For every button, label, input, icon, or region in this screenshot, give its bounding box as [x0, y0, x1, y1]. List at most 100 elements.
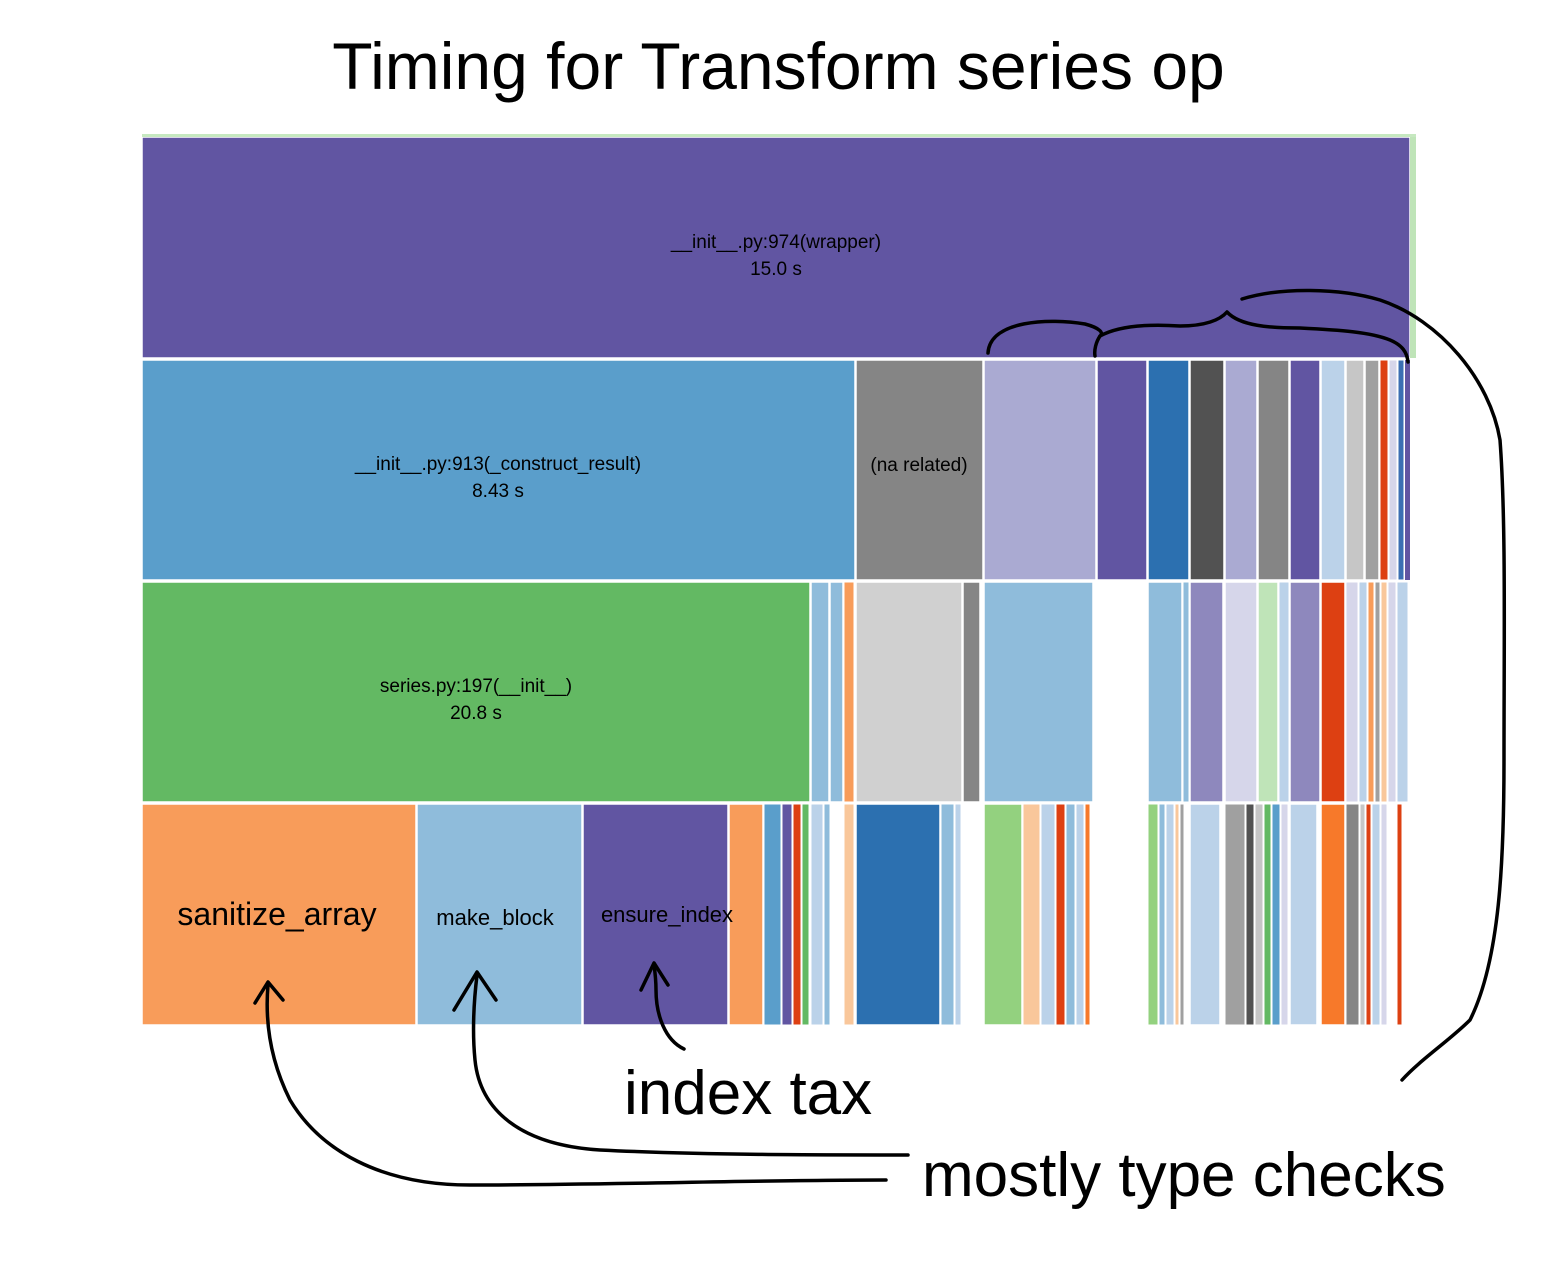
block-r4-green[interactable] — [801, 803, 810, 1026]
block-r4-red-3[interactable] — [1365, 803, 1372, 1026]
block-wrapper-sliver[interactable] — [1410, 137, 1416, 358]
block-r4-lightgray-2[interactable] — [1359, 803, 1366, 1026]
block-r3-lightblue-3[interactable] — [983, 581, 1094, 803]
block-r4-green-3[interactable] — [1147, 803, 1159, 1026]
block-r4-red[interactable] — [792, 803, 802, 1026]
block-r3-pale-3[interactable] — [1387, 581, 1397, 803]
block-r3-tail[interactable] — [1396, 581, 1409, 803]
block-r4-lightblue-5[interactable] — [1158, 803, 1166, 1026]
block-r2-gray-2[interactable] — [1364, 359, 1380, 581]
block-r3-lightblue-5[interactable] — [1182, 581, 1190, 803]
block-r4-pale-7[interactable] — [1380, 803, 1388, 1026]
curve-right-big — [1240, 288, 1507, 1082]
block-r3-mauve-2[interactable] — [1289, 581, 1321, 803]
block-r2-lavender-2[interactable] — [1224, 359, 1258, 581]
block-r4-pale-6[interactable] — [1280, 803, 1289, 1026]
brace-middle — [1098, 310, 1410, 364]
block-r4-gray[interactable] — [1179, 803, 1185, 1026]
block-r2-lavender[interactable] — [983, 359, 1097, 581]
block-r3-lightblue-6[interactable] — [1358, 581, 1368, 803]
block-r3-pale-2[interactable] — [1345, 581, 1359, 803]
block-r4-gray-2[interactable] — [1224, 803, 1246, 1026]
block-wrapper[interactable] — [141, 136, 1411, 359]
block-r4-purple[interactable] — [781, 803, 793, 1026]
block-r4-lightblue[interactable] — [823, 803, 831, 1026]
block-sanitize-array[interactable] — [141, 803, 417, 1026]
block-r3-pale-blue[interactable] — [1278, 581, 1290, 803]
label-series-name: series.py:197(__init__) — [380, 676, 572, 697]
block-r2-gray[interactable] — [1257, 359, 1290, 581]
block-r2-red[interactable] — [1379, 359, 1389, 581]
block-r4-lightblue-4[interactable] — [1065, 803, 1076, 1026]
block-r4-pale-blue-5[interactable] — [1189, 803, 1221, 1026]
block-r4-blue-3[interactable] — [1271, 803, 1281, 1026]
block-r4-pale-blue[interactable] — [810, 803, 824, 1026]
block-r2-purple-2[interactable] — [1289, 359, 1321, 581]
block-r3-gray-2[interactable] — [1374, 581, 1381, 803]
block-r4-pale-blue-3[interactable] — [1075, 803, 1085, 1026]
block-r3-lightgreen[interactable] — [1257, 581, 1279, 803]
block-r3-lightgray[interactable] — [855, 581, 963, 803]
block-r2-blue-2[interactable] — [1397, 359, 1405, 581]
block-r3-peach[interactable] — [1380, 581, 1388, 803]
block-r4-peach-2[interactable] — [1022, 803, 1041, 1026]
label-make-block: make_block — [436, 905, 554, 930]
block-r4-green-2[interactable] — [983, 803, 1023, 1026]
block-r4-lightgray[interactable] — [1254, 803, 1264, 1026]
block-r3-red[interactable] — [1320, 581, 1346, 803]
block-r2-pale-blue[interactable] — [1320, 359, 1346, 581]
label-series-time: 20.8 s — [450, 703, 502, 724]
block-r4-red-4[interactable] — [1396, 803, 1403, 1026]
block-r2-blue[interactable] — [1147, 359, 1190, 581]
arrow-sanitize-shaft — [265, 983, 888, 1187]
block-r4-orange[interactable] — [728, 803, 764, 1026]
block-r4-orange-3[interactable] — [1320, 803, 1346, 1026]
block-series-init[interactable] — [141, 581, 811, 803]
arrow-sanitize-head — [253, 980, 285, 1005]
block-r4-lightblue-3[interactable] — [954, 803, 962, 1026]
block-r4-pale-blue-7[interactable] — [1371, 803, 1381, 1026]
block-r4-blue-2[interactable] — [855, 803, 941, 1026]
block-r4-lightblue-2[interactable] — [940, 803, 955, 1026]
arrow-ensure-index-head — [639, 961, 670, 992]
block-r3-lightblue-2[interactable] — [829, 581, 844, 803]
top-border-line — [142, 134, 1416, 137]
block-r4-pale-blue-4[interactable] — [1165, 803, 1175, 1026]
block-r3-mauve[interactable] — [1189, 581, 1224, 803]
block-r4-blue[interactable] — [763, 803, 782, 1026]
arrow-ensure-index-shaft — [652, 963, 686, 1051]
block-make-block[interactable] — [416, 803, 583, 1026]
block-construct-result[interactable] — [141, 359, 856, 581]
block-r3-lightblue-1[interactable] — [810, 581, 830, 803]
block-r2-purple-1[interactable] — [1096, 359, 1148, 581]
block-na-related[interactable] — [855, 359, 984, 581]
block-r4-green-4[interactable] — [1263, 803, 1272, 1026]
block-r2-darkgray[interactable] — [1189, 359, 1225, 581]
label-wrapper-name: __init__.py:974(wrapper) — [670, 232, 881, 253]
block-r2-lightgray[interactable] — [1345, 359, 1365, 581]
block-r4-peach[interactable] — [843, 803, 855, 1026]
block-r4-peach-3[interactable] — [1174, 803, 1180, 1026]
label-wrapper-time: 15.0 s — [750, 259, 802, 280]
block-r2-pale[interactable] — [1388, 359, 1398, 581]
block-r3-pale[interactable] — [1224, 581, 1258, 803]
block-r2-tail[interactable] — [1405, 360, 1410, 580]
block-r3-gray[interactable] — [962, 581, 981, 803]
block-r4-pale-blue-6[interactable] — [1289, 803, 1318, 1026]
label-na-related: (na related) — [870, 455, 967, 476]
block-r3-orange-2[interactable] — [1367, 581, 1375, 803]
label-construct-time: 8.43 s — [472, 481, 524, 502]
block-r4-pale-blue-2[interactable] — [1040, 803, 1056, 1026]
annotation-type-checks: mostly type checks — [922, 1141, 1446, 1210]
annotation-index-tax: index tax — [624, 1059, 873, 1128]
block-r4-darkgray[interactable] — [1245, 803, 1255, 1026]
handwritten-annotations — [253, 288, 1507, 1187]
block-r4-orange-2[interactable] — [1084, 803, 1091, 1026]
block-r3-orange[interactable] — [843, 581, 855, 803]
block-r3-lightblue-4[interactable] — [1147, 581, 1183, 803]
arrow-make-block-shaft — [471, 973, 910, 1157]
arrow-make-block-head — [452, 970, 498, 1012]
block-r4-red-2[interactable] — [1055, 803, 1066, 1026]
block-r4-gray-3[interactable] — [1345, 803, 1360, 1026]
